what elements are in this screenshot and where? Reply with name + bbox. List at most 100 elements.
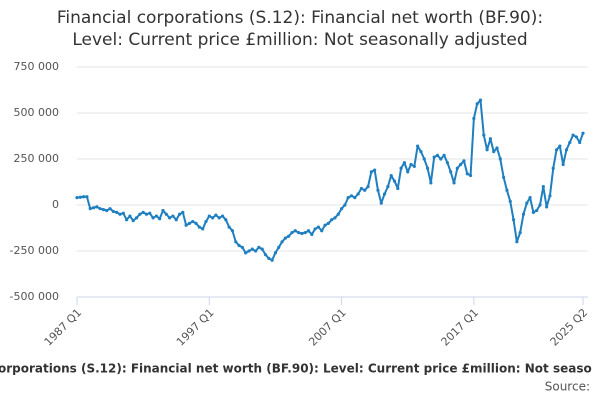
data-point: [445, 161, 450, 165]
data-point: [551, 166, 555, 170]
data-point: [409, 162, 413, 167]
data-point: [174, 218, 178, 222]
x-tick-label: 1987 Q1: [42, 306, 85, 349]
x-tick-label: 1997 Q1: [174, 306, 217, 349]
data-point: [164, 212, 168, 216]
data-point: [435, 153, 440, 157]
data-point: [247, 249, 251, 253]
data-point: [574, 135, 578, 139]
data-point: [455, 166, 459, 170]
data-point: [148, 211, 152, 215]
data-point: [141, 210, 145, 214]
data-point: [171, 214, 175, 218]
data-point: [273, 251, 278, 255]
data-point: [459, 162, 463, 167]
data-point: [115, 210, 119, 214]
y-tick-label: -500 000: [10, 290, 59, 303]
data-point: [181, 210, 185, 214]
data-point: [270, 258, 274, 262]
y-tick-label: 500 000: [14, 106, 60, 119]
data-point: [339, 207, 344, 211]
data-point: [412, 164, 416, 168]
data-point: [257, 245, 261, 249]
data-point: [105, 208, 109, 213]
data-point: [521, 212, 526, 216]
data-point: [578, 140, 582, 145]
data-point: [369, 170, 373, 174]
data-point: [425, 166, 430, 170]
data-point: [439, 157, 443, 161]
data-point: [442, 153, 446, 157]
data-point: [313, 227, 317, 231]
data-point: [379, 201, 383, 205]
data-point: [158, 217, 162, 221]
data-point: [287, 234, 291, 238]
data-point: [485, 148, 489, 152]
data-point: [511, 218, 516, 222]
data-point: [402, 161, 407, 165]
data-point: [204, 219, 208, 224]
data-point: [468, 173, 473, 178]
data-point: [187, 221, 192, 225]
data-point: [138, 212, 142, 216]
data-point: [515, 240, 519, 244]
data-line: [76, 99, 584, 262]
data-point: [263, 253, 268, 257]
data-point: [121, 211, 125, 215]
data-point: [131, 219, 135, 223]
data-point: [168, 216, 172, 220]
caption: orporations (S.12): Financial net worth …: [0, 362, 592, 376]
data-point: [333, 216, 337, 220]
data-point: [548, 194, 552, 198]
data-point: [363, 188, 367, 192]
data-point: [111, 209, 115, 214]
data-point: [244, 251, 248, 255]
data-point: [290, 231, 294, 235]
data-point: [260, 247, 264, 251]
data-point: [336, 212, 340, 216]
y-tick-label: -250 000: [10, 244, 59, 257]
data-point: [432, 155, 436, 159]
data-point: [419, 150, 423, 154]
data-point: [108, 207, 112, 211]
data-point: [545, 205, 549, 209]
data-point: [151, 216, 155, 220]
data-point: [406, 170, 410, 174]
data-point: [98, 207, 102, 211]
data-point: [201, 227, 205, 231]
data-point: [230, 229, 235, 233]
data-point: [134, 216, 139, 220]
data-point: [161, 208, 165, 213]
data-point: [316, 225, 321, 229]
data-point: [194, 221, 198, 225]
x-tick-label: 2025 Q2: [548, 306, 591, 349]
data-point: [91, 206, 96, 210]
data-point: [78, 195, 82, 199]
data-point: [558, 144, 562, 148]
data-point: [561, 162, 565, 167]
data-point: [253, 249, 258, 253]
data-point: [330, 218, 334, 222]
data-point: [449, 170, 453, 174]
data-point: [376, 188, 380, 192]
data-point: [227, 225, 231, 229]
data-point: [144, 212, 149, 216]
data-point: [214, 213, 218, 217]
chart-title: Level: Current price £million: Not seaso…: [72, 30, 527, 50]
data-point: [396, 186, 400, 191]
data-point: [296, 231, 301, 235]
data-point: [210, 216, 215, 220]
data-point: [498, 157, 502, 161]
data-point: [101, 208, 106, 212]
data-point: [472, 116, 476, 121]
data-point: [326, 221, 330, 225]
y-tick-label: 250 000: [14, 152, 60, 165]
data-point: [518, 231, 522, 235]
data-point: [197, 225, 201, 229]
y-tick-label: 0: [52, 198, 59, 211]
data-point: [416, 144, 420, 148]
data-point: [154, 214, 158, 218]
data-point: [250, 247, 254, 251]
data-point: [293, 229, 297, 233]
